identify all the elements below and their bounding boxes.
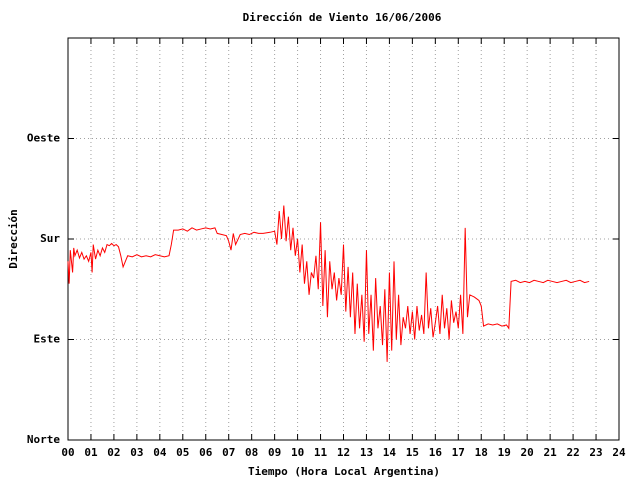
- x-tick-label: 16: [429, 446, 443, 459]
- x-tick-label: 20: [521, 446, 534, 459]
- x-tick-label: 18: [475, 446, 488, 459]
- x-axis-label: Tiempo (Hora Local Argentina): [248, 465, 440, 478]
- plot-frame: [67, 37, 620, 441]
- x-tick-label: 19: [498, 446, 511, 459]
- x-tick-label: 17: [452, 446, 465, 459]
- x-tick-label: 09: [268, 446, 281, 459]
- x-tick-label: 15: [406, 446, 419, 459]
- y-axis-label: Dirección: [7, 209, 20, 269]
- x-tick-label: 24: [612, 446, 626, 459]
- y-tick-label: Oeste: [27, 132, 60, 145]
- x-tick-label: 03: [130, 446, 143, 459]
- x-tick-label: 06: [199, 446, 213, 459]
- x-tick-label: 14: [383, 446, 397, 459]
- x-tick-label: 00: [61, 446, 74, 459]
- x-tick-label: 02: [107, 446, 120, 459]
- x-tick-label: 08: [245, 446, 258, 459]
- x-tick-label: 01: [84, 446, 98, 459]
- x-tick-label: 13: [360, 446, 373, 459]
- y-tick-label: Este: [34, 333, 61, 346]
- chart-title: Dirección de Viento 16/06/2006: [243, 11, 442, 24]
- x-tick-label: 22: [566, 446, 579, 459]
- x-tick-label: 12: [337, 446, 350, 459]
- x-tick-label: 21: [544, 446, 558, 459]
- y-tick-label: Sur: [40, 232, 60, 245]
- x-tick-label: 11: [314, 446, 328, 459]
- x-tick-label: 04: [153, 446, 167, 459]
- y-tick-label: Norte: [27, 433, 60, 446]
- x-tick-label: 07: [222, 446, 235, 459]
- x-tick-label: 05: [176, 446, 189, 459]
- x-tick-label: 23: [589, 446, 602, 459]
- x-tick-label: 10: [291, 446, 304, 459]
- data-line: [67, 205, 590, 362]
